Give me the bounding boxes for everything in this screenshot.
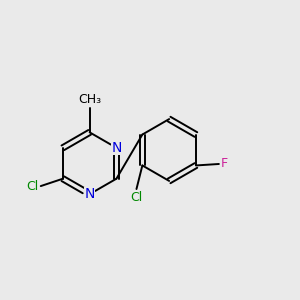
Text: F: F — [221, 158, 228, 170]
Text: N: N — [85, 187, 95, 201]
Text: Cl: Cl — [26, 180, 38, 193]
Text: N: N — [111, 141, 122, 155]
Text: CH₃: CH₃ — [78, 93, 101, 106]
Text: Cl: Cl — [130, 191, 142, 204]
